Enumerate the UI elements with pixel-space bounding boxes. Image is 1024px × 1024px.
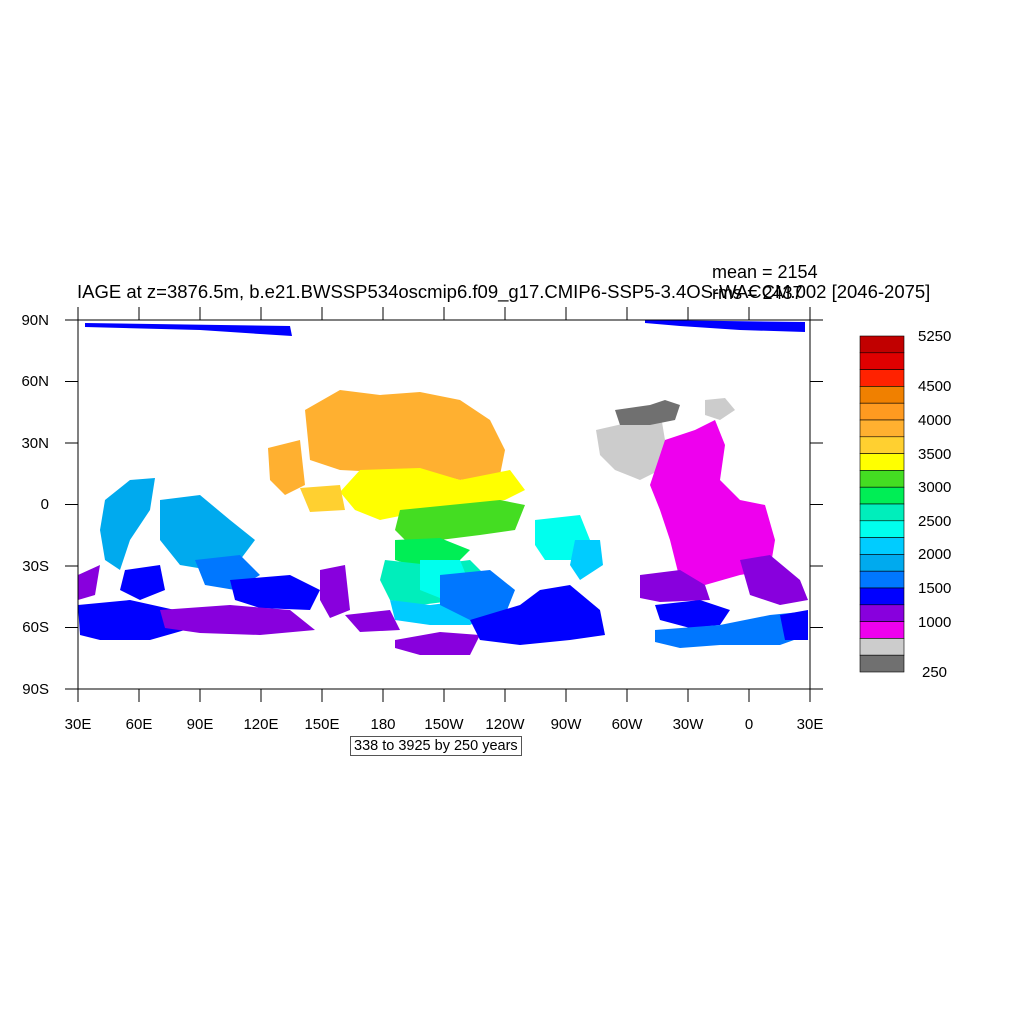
south-pacific-blue	[440, 570, 515, 620]
colorbar-box-15	[859, 587, 905, 606]
west-pacific-orange	[268, 440, 305, 495]
lat-label-30s: 30S	[22, 558, 49, 575]
lon-label-30w: 30W	[672, 716, 704, 733]
indian-ocean-west	[100, 478, 155, 570]
colorbar-box-19	[859, 654, 905, 673]
nordic-gray	[705, 398, 735, 420]
equatorial-green	[395, 500, 525, 545]
lon-label-120e: 120E	[243, 716, 279, 733]
lat-label-90n: 90N	[21, 312, 49, 329]
tropical-yellow-orange	[300, 485, 345, 512]
colorbar-label-3500: 3500	[918, 446, 952, 463]
lon-label-30e-end: 30E	[796, 716, 824, 733]
colorbar-box-6	[859, 436, 905, 454]
colorbar-box-14	[859, 570, 905, 589]
colorbar-box-17	[859, 621, 905, 639]
mean-value: mean = 2154	[712, 262, 818, 282]
arctic-region-west	[85, 323, 292, 336]
colorbar	[859, 335, 905, 673]
lon-label-150w: 150W	[424, 716, 464, 733]
north-pacific-orange	[305, 390, 505, 480]
colorbar-label-4000: 4000	[918, 412, 952, 429]
lon-label-60e: 60E	[125, 716, 153, 733]
lon-label-90e: 90E	[186, 716, 214, 733]
lon-label-60w: 60W	[611, 716, 643, 733]
north-atlantic-gray	[596, 410, 665, 480]
southeast-pacific-blue	[470, 585, 605, 645]
southern-indian-blue	[230, 575, 320, 610]
southern-atlantic-blue	[655, 600, 730, 628]
colorbar-label-3000: 3000	[918, 479, 952, 496]
colorbar-box-8	[859, 470, 905, 488]
lon-label-90w: 90W	[550, 716, 582, 733]
lat-label-30n: 30N	[21, 435, 49, 452]
lon-label-150e: 150E	[304, 716, 340, 733]
colorbar-box-9	[859, 486, 905, 505]
contour-info-box: 338 to 3925 by 250 years	[350, 736, 522, 756]
rms-value: rms = 2437	[712, 283, 803, 303]
axis-ticks	[65, 307, 823, 702]
colorbar-label-1000: 1000	[918, 614, 952, 631]
colorbar-box-1	[859, 352, 905, 370]
southern-ocean-blue-west	[78, 600, 185, 640]
ocean-fields	[78, 320, 808, 655]
colorbar-box-7	[859, 453, 905, 471]
lat-label-90s: 90S	[22, 681, 49, 698]
west-edge-purple	[78, 565, 100, 600]
colorbar-box-18	[859, 638, 905, 656]
tasman-purple	[320, 565, 350, 618]
east-edge-blue	[780, 610, 808, 640]
colorbar-box-10	[859, 503, 905, 522]
colorbar-box-2	[859, 369, 905, 387]
atlantic-magenta	[650, 420, 775, 585]
colorbar-label-2000: 2000	[918, 546, 952, 563]
lat-label-60n: 60N	[21, 373, 49, 390]
tropical-pacific-yellow	[340, 468, 525, 520]
lon-label-180: 180	[370, 716, 396, 733]
lon-label-120w: 120W	[485, 716, 525, 733]
colorbar-label-5250: 5250	[918, 328, 952, 345]
colorbar-box-11	[859, 520, 905, 538]
colorbar-box-3	[859, 386, 905, 404]
arctic-region-east	[645, 320, 805, 332]
colorbar-box-5	[859, 419, 905, 438]
indian-ocean-central	[160, 495, 255, 570]
southern-ocean-purple-west	[160, 605, 315, 635]
madagascar-blue	[120, 565, 165, 600]
southeast-atlantic-purple	[740, 555, 808, 605]
colorbar-label-1500: 1500	[918, 580, 952, 597]
colorbar-box-12	[859, 537, 905, 555]
south-atlantic-purple	[640, 570, 710, 602]
lon-label-0: 0	[744, 716, 754, 733]
east-pacific-lightblue	[570, 540, 603, 580]
colorbar-box-0	[859, 335, 905, 354]
colorbar-box-4	[859, 402, 905, 421]
southern-purple-central-2	[395, 632, 480, 655]
lat-label-60s: 60S	[22, 619, 49, 636]
weddell-blue	[655, 612, 808, 648]
colorbar-box-13	[859, 554, 905, 572]
lat-label-0: 0	[40, 496, 49, 513]
colorbar-label-250: 250	[922, 664, 948, 681]
colorbar-label-2500: 2500	[918, 513, 952, 530]
labrador-dark-gray	[615, 400, 680, 425]
southern-purple-central	[345, 610, 400, 632]
map-title: IAGE at z=3876.5m, b.e21.BWSSP534oscmip6…	[77, 281, 931, 302]
colorbar-box-16	[859, 604, 905, 622]
lon-label-30e: 30E	[64, 716, 92, 733]
colorbar-label-4500: 4500	[918, 378, 952, 395]
